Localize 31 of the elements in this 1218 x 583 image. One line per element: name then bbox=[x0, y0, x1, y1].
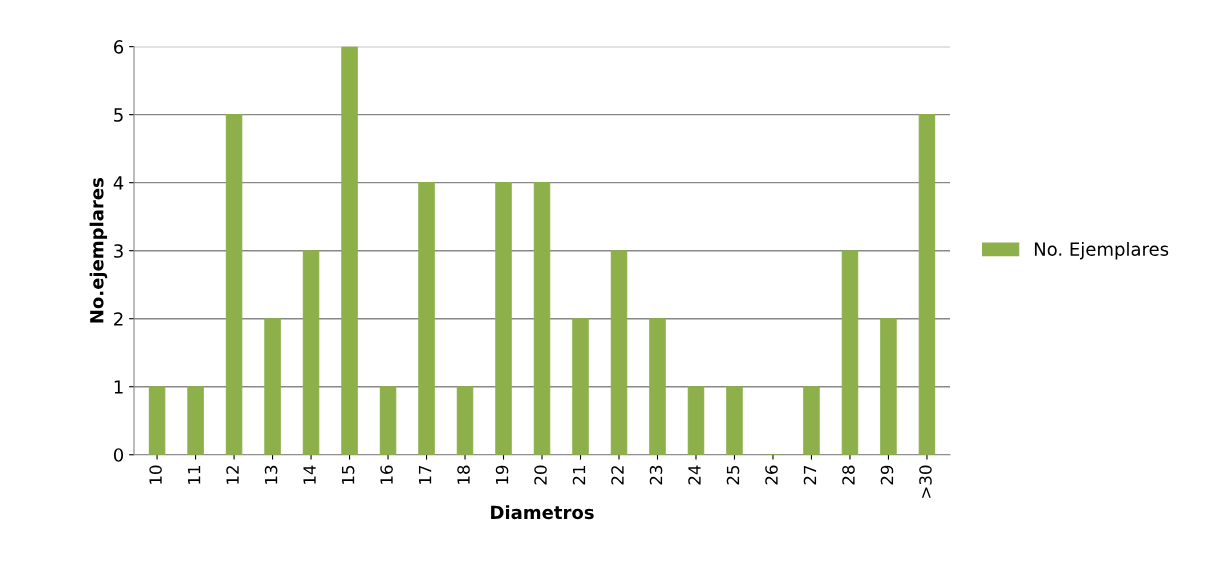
x-tick-label: 12 bbox=[226, 466, 239, 484]
x-tick-label: 20 bbox=[534, 465, 547, 485]
y-tick-label: 1 bbox=[114, 380, 123, 394]
x-tick-label: 21 bbox=[572, 466, 586, 485]
x-tick-label: 28 bbox=[842, 465, 855, 485]
x-tick-label: 29 bbox=[880, 465, 894, 485]
x-tick-label: 26 bbox=[765, 465, 778, 485]
x-tick-label: 25 bbox=[726, 465, 740, 485]
x-tick-label: 22 bbox=[611, 466, 624, 485]
y-tick-label: 4 bbox=[113, 176, 124, 190]
x-tick-label: 19 bbox=[495, 465, 509, 484]
x-tick-label: 18 bbox=[457, 465, 470, 484]
x-tick-label: 13 bbox=[264, 465, 278, 484]
x-tick-label: 10 bbox=[149, 465, 162, 484]
x-tick-label: 24 bbox=[688, 465, 701, 485]
x-tick-label: 14 bbox=[303, 465, 316, 484]
y-tick-label: 0 bbox=[113, 448, 124, 462]
legend-label: No. Ejemplares bbox=[1034, 241, 1169, 260]
x-tick-label: >30 bbox=[919, 465, 932, 498]
y-tick-label: 2 bbox=[114, 312, 123, 326]
x-tick-label: 23 bbox=[649, 465, 663, 485]
y-axis-title: No.ejemplares bbox=[89, 178, 108, 323]
x-tick-label: 17 bbox=[418, 465, 432, 484]
x-tick-label: 11 bbox=[188, 466, 201, 484]
x-tick-label: 16 bbox=[380, 465, 393, 484]
x-tick-label: 27 bbox=[803, 465, 817, 485]
y-tick-label: 3 bbox=[114, 244, 123, 258]
y-tick-label: 5 bbox=[114, 108, 123, 122]
x-tick-label: 15 bbox=[341, 465, 355, 484]
y-tick-label: 6 bbox=[114, 40, 124, 54]
x-axis-title: Diametros bbox=[491, 505, 594, 520]
